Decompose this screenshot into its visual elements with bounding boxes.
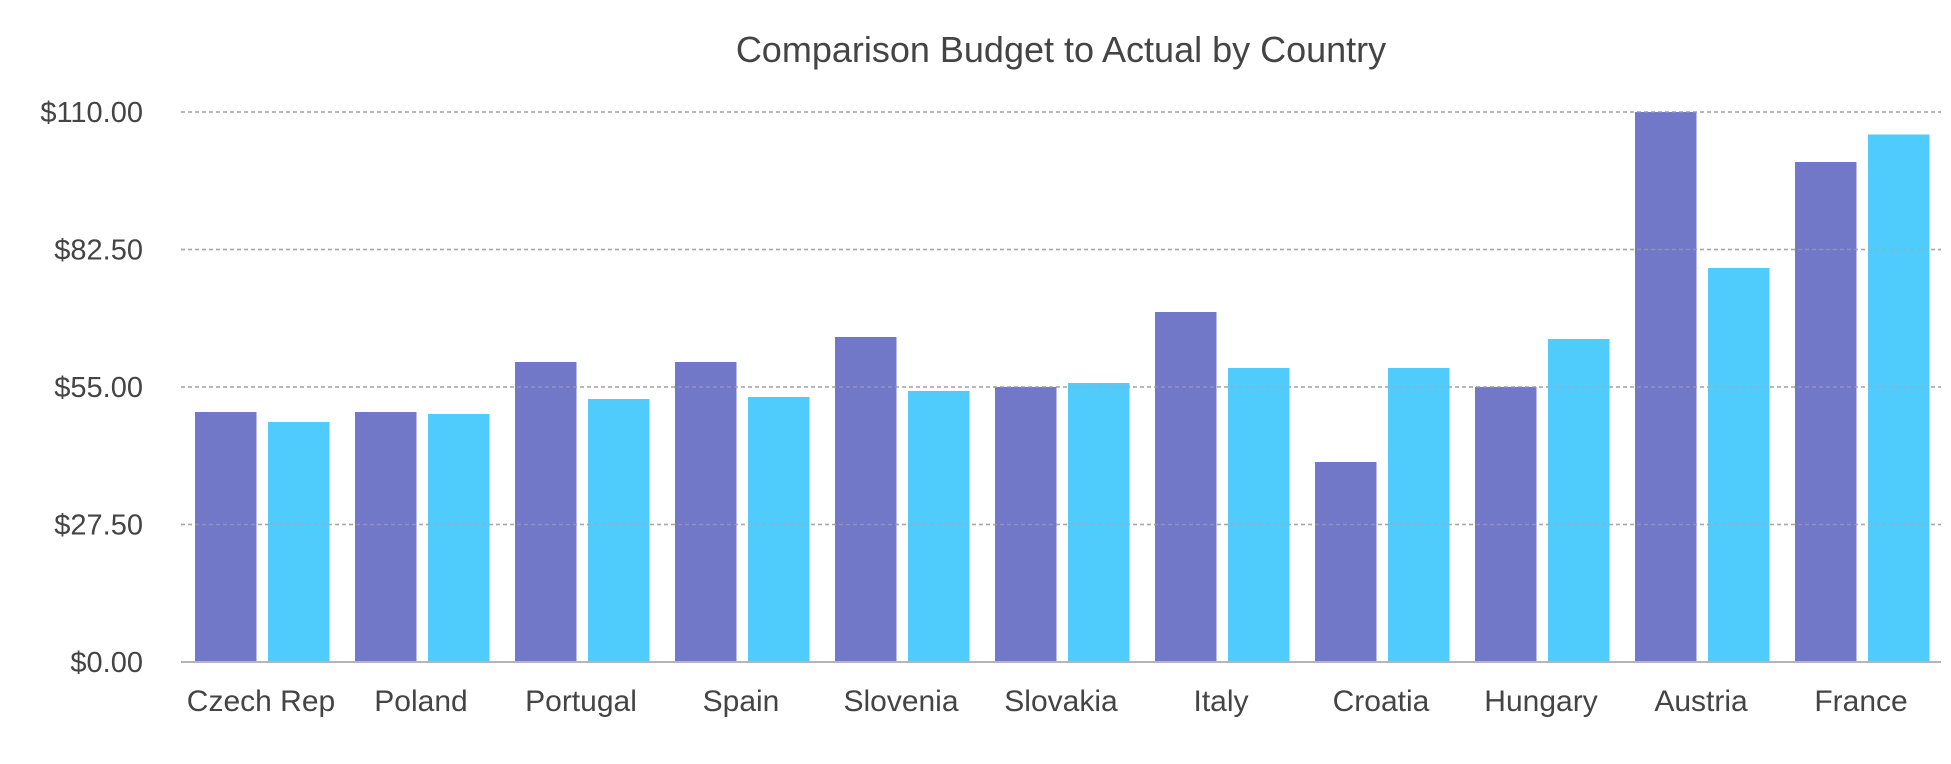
y-tick-label: $0.00	[70, 647, 143, 679]
x-tick-label: Poland	[374, 685, 467, 718]
bar-budget-italy	[1155, 312, 1217, 662]
bar-actual-portugal	[588, 399, 650, 662]
x-tick-label: Slovenia	[843, 685, 958, 718]
x-tick-label: Czech Rep	[187, 685, 335, 718]
bar-budget-portugal	[515, 362, 577, 662]
bar-budget-slovakia	[995, 387, 1057, 662]
bar-budget-slovenia	[835, 337, 897, 662]
bar-actual-france	[1868, 134, 1930, 662]
y-tick-label: $82.50	[54, 235, 143, 267]
bar-actual-austria	[1708, 268, 1770, 662]
y-axis-ticks: $0.00 $27.50 $55.00 $82.50 $110.00	[40, 97, 143, 679]
x-tick-label: Croatia	[1333, 685, 1430, 718]
y-tick-label: $27.50	[54, 510, 143, 542]
x-tick-label: Austria	[1654, 685, 1748, 718]
x-tick-label: France	[1814, 685, 1907, 718]
gridlines-overlay	[181, 111, 1941, 526]
bar-actual-slovenia	[908, 391, 970, 662]
bar-actual-italy	[1228, 368, 1290, 662]
x-tick-label: Italy	[1193, 685, 1248, 718]
bar-actual-spain	[748, 397, 810, 662]
y-tick-label: $110.00	[40, 97, 143, 129]
bar-actual-slovakia	[1068, 383, 1130, 662]
bar-actual-czech-rep	[268, 422, 330, 662]
bars	[195, 112, 1930, 662]
bar-budget-poland	[355, 412, 417, 662]
y-tick-label: $55.00	[54, 372, 143, 404]
bar-budget-spain	[675, 362, 737, 662]
x-tick-label: Slovakia	[1004, 685, 1118, 718]
x-axis-ticks: Czech Rep Poland Portugal Spain Slovenia Slov…	[187, 685, 1908, 718]
x-tick-label: Portugal	[525, 685, 637, 718]
bar-actual-poland	[428, 414, 490, 662]
bar-actual-hungary	[1548, 339, 1610, 662]
bar-budget-czech-rep	[195, 412, 257, 662]
bar-budget-france	[1795, 162, 1857, 662]
chart-title: Comparison Budget to Actual by Country	[736, 29, 1386, 70]
bar-budget-croatia	[1315, 462, 1377, 662]
bar-actual-croatia	[1388, 368, 1450, 662]
x-tick-label: Spain	[703, 685, 780, 718]
x-tick-label: Hungary	[1484, 685, 1597, 718]
